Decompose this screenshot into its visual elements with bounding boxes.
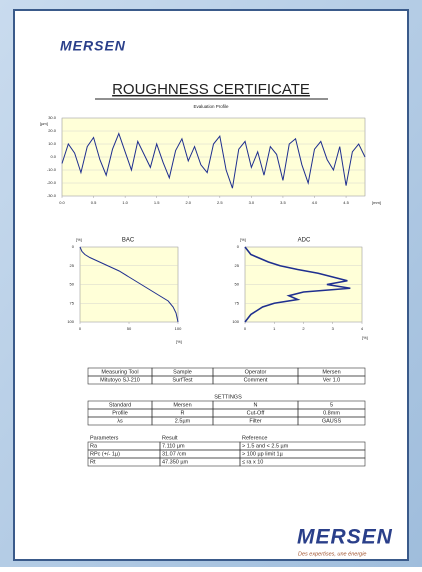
y-tick-label: 30.0 (48, 115, 57, 120)
x-tick-label: 4.0 (312, 200, 318, 205)
cell-text: 47.350 µm (162, 459, 189, 465)
y-tick-label: 20.0 (48, 128, 57, 133)
x-tick-label: 3 (332, 326, 335, 331)
y-axis-label: [%] (76, 237, 82, 242)
cell-text: Cut-Off (247, 410, 265, 416)
y-tick-label: 100 (67, 319, 74, 324)
x-tick-label: 0.5 (91, 200, 97, 205)
x-tick-label: 2.5 (217, 200, 223, 205)
x-tick-label: 0.0 (59, 200, 65, 205)
x-tick-label: 3.0 (249, 200, 255, 205)
x-tick-label: 50 (127, 326, 132, 331)
y-tick-label: 25 (235, 263, 240, 268)
chart-title: BAC (122, 238, 135, 244)
y-tick-label: 75 (235, 300, 240, 305)
data-line (244, 246, 351, 323)
x-tick-label: 1 (273, 326, 276, 331)
y-tick-label: 50 (235, 282, 240, 287)
tagline: Des expertises, une énergie (298, 551, 366, 557)
y-axis-label: [%] (240, 237, 246, 242)
cell-text: 7.110 µm (162, 443, 185, 449)
x-tick-label: 100 (175, 326, 182, 331)
x-tick-label: 1.0 (122, 200, 128, 205)
chart-title: Evaluation Profile (193, 104, 229, 109)
header-text: Result (162, 435, 178, 441)
cell-text: Filter (249, 418, 261, 424)
y-tick-label: 0 (237, 244, 240, 249)
cell-text: Measuring Tool (101, 369, 138, 375)
y-tick-label: 0 (72, 244, 75, 249)
y-tick-label: -10.0 (47, 167, 57, 172)
cell-text: > 1.5 and < 2.5 µm (242, 443, 289, 449)
table-cell (239, 457, 366, 467)
data-line (61, 132, 366, 189)
cell-text: GAUSS (322, 418, 342, 424)
x-tick-label: 2.0 (185, 200, 191, 205)
y-tick-label: 100 (232, 319, 239, 324)
cell-text: Comment (244, 377, 268, 383)
cell-text: Ver 1.0 (323, 377, 340, 383)
cell-text: N (254, 402, 258, 408)
y-tick-label: 25 (70, 263, 75, 268)
cell-text: > 100 µp limit 1µ (242, 451, 284, 457)
chart-title: ADC (298, 238, 311, 244)
footer-logo: MERSEN (297, 526, 393, 549)
x-tick-label: 0 (79, 326, 82, 331)
cell-text: Operator (245, 369, 267, 375)
cell-text: R (181, 410, 185, 416)
y-tick-label: 0.0 (50, 154, 56, 159)
x-tick-label: 4.5 (343, 200, 349, 205)
y-axis-label: [µm] (40, 121, 48, 126)
cell-text: Sample (173, 369, 192, 375)
cell-text: 2.5µm (175, 418, 191, 424)
section-title: SETTINGS (214, 394, 242, 400)
x-tick-label: 2 (302, 326, 305, 331)
y-tick-label: -30.0 (47, 193, 57, 198)
cell-text: Mersen (173, 402, 191, 408)
cell-text: Profile (112, 410, 128, 416)
x-tick-label: 4 (361, 326, 364, 331)
x-axis-label: [%] (362, 335, 368, 340)
cell-text: Ra (90, 443, 98, 449)
header-text: Parameters (90, 435, 119, 441)
cell-text: 5 (330, 402, 333, 408)
cell-text: 0.8mm (323, 410, 340, 416)
cell-text: RPc (+/- 1µ) (90, 451, 120, 457)
x-axis-label: [%] (176, 339, 182, 344)
table-cell (297, 416, 366, 426)
cell-text: Standard (109, 402, 131, 408)
x-tick-label: 1.5 (154, 200, 160, 205)
title: ROUGHNESS CERTIFICATE (112, 81, 310, 98)
x-tick-label: 3.5 (280, 200, 286, 205)
cell-text: Mersen (322, 369, 340, 375)
cell-text: 31.07 /cm (162, 451, 187, 457)
y-tick-label: 75 (70, 300, 75, 305)
y-tick-label: 50 (70, 282, 75, 287)
x-tick-label: 0 (244, 326, 247, 331)
y-tick-label: -20.0 (47, 180, 57, 185)
table-cell (297, 375, 366, 385)
header-text: Reference (242, 435, 267, 441)
cell-text: Mitutoyo SJ-210 (100, 377, 140, 383)
x-axis-label: [mm] (372, 200, 381, 205)
cell-text: SurfTest (172, 377, 193, 383)
y-tick-label: 10.0 (48, 141, 57, 146)
cell-text: ≤ ra x 10 (242, 459, 263, 465)
cell-text: Rt (90, 459, 96, 465)
cell-text: λs (117, 418, 123, 424)
logo: MERSEN (60, 38, 126, 54)
data-line (79, 246, 179, 323)
